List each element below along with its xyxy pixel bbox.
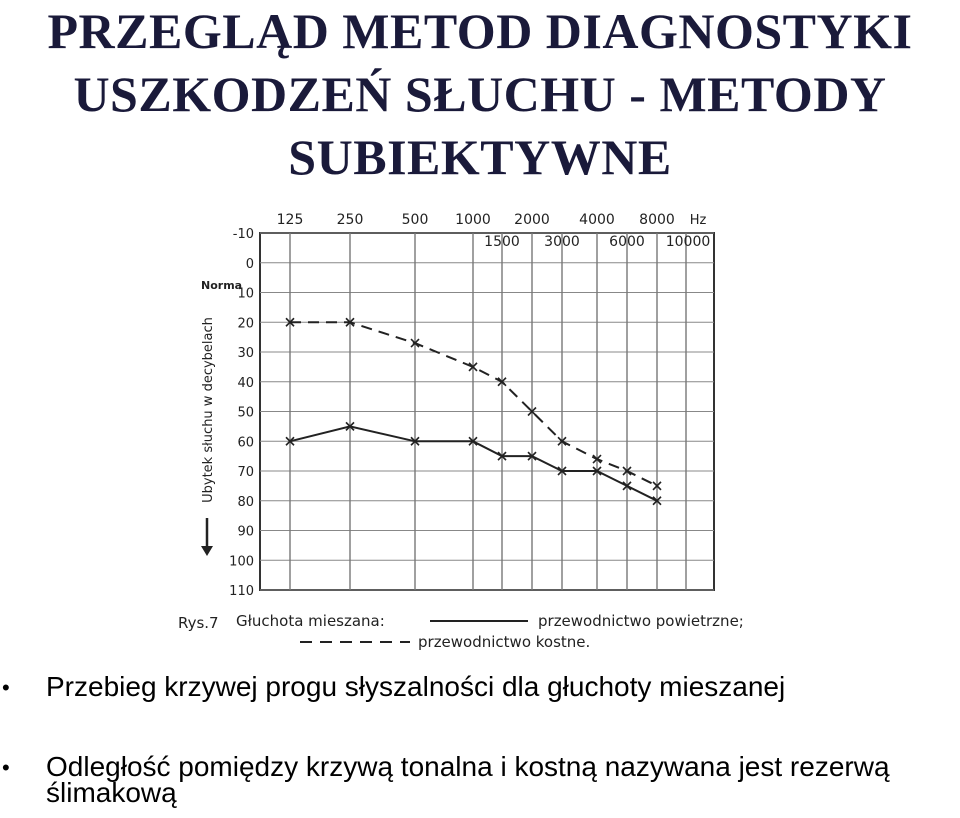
x-top-tick-label: 250 [337, 212, 364, 228]
caption-prefix: Rys.7 [178, 614, 219, 632]
data-point-solid [410, 436, 420, 446]
title-line-3: SUBIEKTYWNE [288, 129, 672, 185]
bullet-dot: • [2, 755, 10, 780]
data-point-dashed [345, 317, 355, 327]
audiogram-chart: -10 0 10 20 30 40 50 60 70 80 90 100 110 125 250 500 100… [178, 212, 744, 651]
legend-solid-label: przewodnictwo powietrzne; [538, 612, 744, 630]
chart-series [285, 317, 662, 506]
bullet-dot: • [2, 675, 10, 700]
data-point-dashed [527, 406, 537, 417]
x-top-tick-label: 2000 [514, 212, 550, 228]
bullet-text-2-cont: ślimakową [46, 777, 177, 808]
data-point-solid [285, 436, 295, 446]
y-arrow-head [201, 546, 213, 556]
x-top-tick-label: 125 [277, 212, 304, 228]
data-point-dashed [622, 466, 632, 476]
x-top-tick-label: 1000 [455, 212, 491, 228]
x-sub-tick-label: 3000 [544, 234, 580, 250]
caption-title: Głuchota mieszana: [236, 612, 385, 630]
y-tick-label: 80 [237, 495, 254, 510]
data-point-solid [468, 436, 478, 446]
y-tick-label: 90 [237, 525, 254, 540]
slide-title: PRZEGLĄD METOD DIAGNOSTYKI USZKODZEŃ SŁU… [0, 0, 960, 189]
data-point-dashed [497, 377, 507, 387]
data-point-solid [622, 481, 632, 491]
x-top-tick-label: 500 [402, 212, 429, 228]
title-line-1: PRZEGLĄD METOD DIAGNOSTYKI [47, 3, 913, 59]
y-tick-label: 50 [237, 406, 254, 421]
x-sub-tick-label: 10000 [666, 234, 711, 250]
data-point-dashed [468, 362, 478, 372]
title-line-2: USZKODZEŃ SŁUCHU - METODY [73, 66, 887, 122]
y-axis-title: Ubytek słuchu w decybelach [201, 317, 216, 503]
data-point-solid [557, 466, 567, 476]
bullet-text-1: Przebieg krzywej progu słyszalności dla … [46, 671, 786, 702]
data-point-dashed [410, 338, 420, 348]
y-tick-label: 70 [237, 465, 254, 480]
data-point-dashed [592, 454, 602, 464]
y-tick-label: 60 [237, 435, 254, 450]
y-tick-label: -10 [233, 227, 254, 242]
x-unit-label: Hz [690, 213, 707, 228]
chart-axes: -10 0 10 20 30 40 50 60 70 80 90 100 110 125 250 500 100… [201, 212, 710, 599]
y-tick-label: 110 [229, 584, 254, 599]
series-line-solid [289, 425, 658, 502]
y-tick-label: 30 [237, 346, 254, 361]
data-point-solid [527, 451, 537, 461]
y-tick-label: 40 [237, 376, 254, 391]
x-sub-tick-label: 1500 [484, 234, 520, 250]
x-top-tick-label: 4000 [579, 212, 615, 228]
series-line-dashed [290, 321, 658, 487]
data-point-solid [592, 466, 602, 476]
y-norm-label: Norma [201, 279, 242, 292]
y-tick-label: 0 [246, 257, 254, 272]
data-point-dashed [285, 317, 295, 327]
x-top-tick-label: 8000 [639, 212, 675, 228]
data-point-solid [497, 451, 507, 461]
chart-caption: Rys.7 Głuchota mieszana: przewodnictwo p… [178, 612, 744, 651]
y-tick-label: 10 [237, 287, 254, 302]
data-point-solid [345, 421, 355, 431]
data-point-dashed [652, 481, 662, 491]
chart-grid [259, 232, 715, 591]
data-point-dashed [557, 436, 567, 446]
legend-dashed-label: przewodnictwo kostne. [418, 633, 590, 651]
x-sub-tick-label: 6000 [609, 234, 645, 250]
y-tick-label: 100 [229, 554, 254, 569]
data-point-solid [652, 496, 662, 506]
bullet-text-2: Odległość pomiędzy krzywą tonalna i kost… [46, 751, 890, 782]
y-tick-label: 20 [237, 316, 254, 331]
